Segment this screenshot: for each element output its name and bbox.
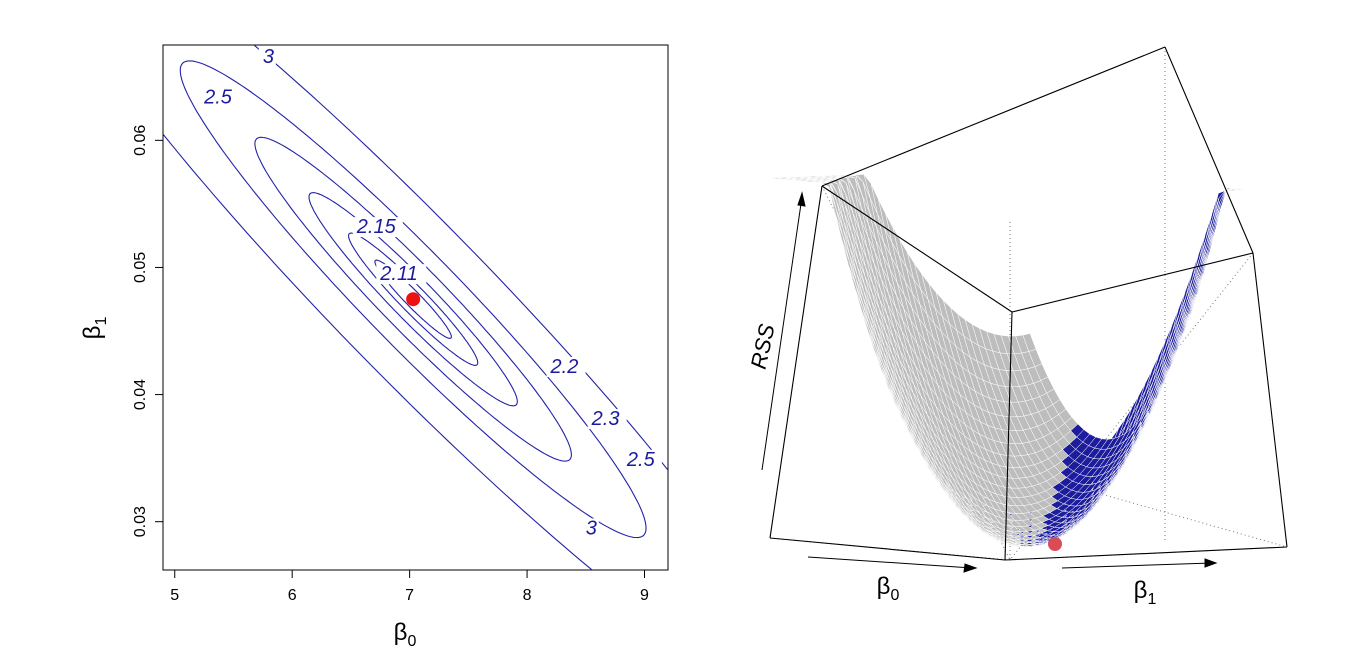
contour-label-bg <box>546 356 586 377</box>
contour-label-bg <box>622 449 662 470</box>
surface-plot: RSS β0 β1 <box>746 46 1288 608</box>
x-tick-label: 9 <box>640 587 649 604</box>
y-axis: 0.03 0.04 0.05 0.06 <box>132 125 163 537</box>
contour-line <box>163 45 668 570</box>
contour-label: 2.5 <box>626 449 656 471</box>
y3d-axis-label: β1 <box>1134 577 1157 608</box>
contour-label-bg <box>581 518 599 539</box>
z-axis-label: RSS <box>746 321 780 371</box>
surface-cell <box>769 177 784 179</box>
y-tick-label: 0.06 <box>132 125 149 156</box>
y-axis-label: β1 <box>79 317 110 340</box>
y-tick-label: 0.05 <box>132 252 149 283</box>
contour-label-bg <box>376 264 427 285</box>
contour-label-bg <box>587 409 627 430</box>
contour-label: 2.15 <box>356 216 397 238</box>
minimum-point-3d <box>1048 537 1062 551</box>
contour-label-bg <box>352 217 403 238</box>
axis-arrows <box>761 191 1218 573</box>
contour-line <box>254 136 572 462</box>
contour-label: 3 <box>263 46 274 68</box>
x-tick-label: 7 <box>405 587 414 604</box>
contour-line <box>179 60 647 539</box>
minimum-point <box>406 292 421 307</box>
contour-line <box>348 232 479 366</box>
contour-label: 2.5 <box>203 86 233 108</box>
x-tick-label: 8 <box>523 587 532 604</box>
rss-surface <box>769 174 1246 548</box>
x-axis-label: β0 <box>394 619 417 650</box>
x-axis: 5 6 7 8 9 <box>170 570 649 604</box>
contour-label-bg <box>258 46 276 67</box>
contour-label: 3 <box>586 517 597 539</box>
contour-labels: 3 2.5 2.15 2.11 2.2 2.3 2.5 3 <box>200 46 662 539</box>
x-tick-label: 6 <box>288 587 297 604</box>
box-front-edges <box>769 46 1288 561</box>
x3d-axis-label: β0 <box>877 573 900 604</box>
y-tick-label: 0.03 <box>132 506 149 537</box>
y-tick-label: 0.04 <box>132 379 149 410</box>
contour-line <box>308 192 518 407</box>
contour-line <box>374 259 452 339</box>
plot-frame <box>162 44 669 571</box>
contour-label-bg <box>200 87 240 108</box>
x-tick-label: 5 <box>170 587 179 604</box>
contour-label: 2.3 <box>591 408 620 430</box>
contour-lines <box>163 45 668 570</box>
contour-label: 2.2 <box>550 356 579 378</box>
contour-label: 2.11 <box>379 263 417 285</box>
